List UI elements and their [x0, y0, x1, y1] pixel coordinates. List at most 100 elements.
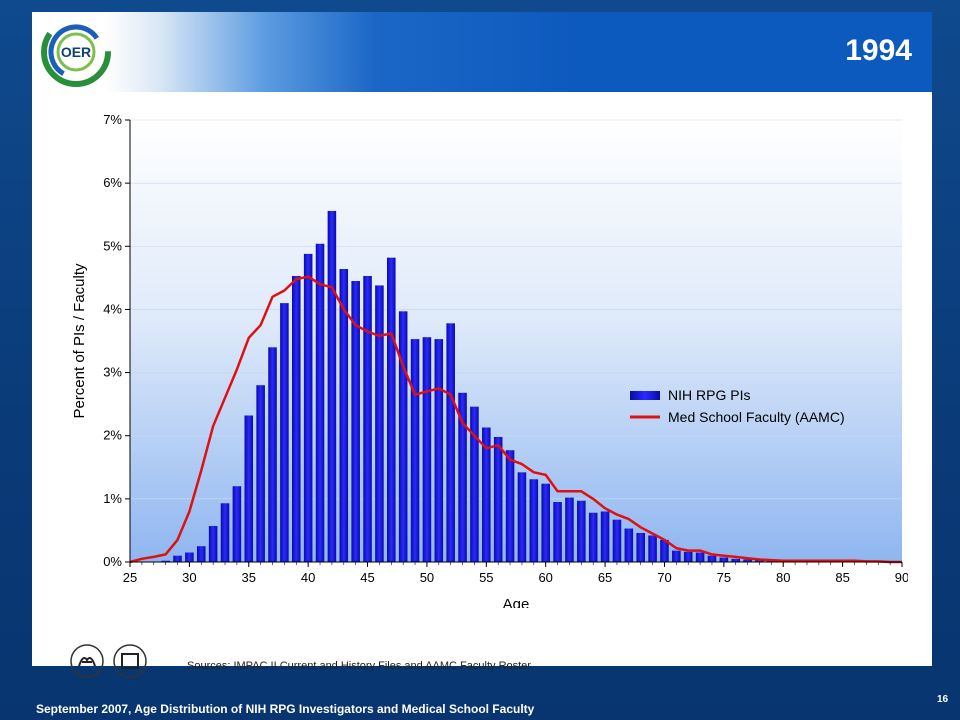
bar	[672, 550, 681, 562]
bar	[541, 483, 550, 562]
bar	[767, 560, 776, 562]
logo-text: OER	[61, 44, 91, 60]
bar	[185, 552, 194, 562]
x-tick-label: 70	[657, 570, 671, 585]
bar	[755, 560, 764, 562]
bar	[553, 502, 562, 562]
hhs-seal	[70, 644, 104, 678]
line-series	[129, 275, 902, 564]
x-tick-label: 55	[479, 570, 493, 585]
sources-footnote: Sources: IMPAC II Current and History Fi…	[187, 660, 531, 672]
bar	[220, 503, 230, 562]
x-tick-label: 85	[835, 570, 849, 585]
bar	[565, 497, 574, 562]
legend: NIH RPG PIs Med School Faculty (AAMC)	[630, 387, 845, 425]
axes	[125, 119, 903, 567]
y-tick-labels: 0% 1% 2% 3% 4% 5% 6% 7%	[103, 112, 122, 569]
bar	[351, 281, 360, 562]
bar	[577, 500, 586, 562]
bar-series	[161, 210, 812, 562]
bar	[268, 347, 277, 562]
oer-logo: OER	[41, 17, 111, 87]
y-tick-label: 6%	[103, 175, 122, 190]
x-tick-label: 30	[182, 570, 196, 585]
slide-body: OER 1994 25 30 35 40 45 50 55 60 65 70 75 80 85 90 0%…	[32, 12, 932, 678]
x-tick-label: 50	[420, 570, 434, 585]
bar	[505, 450, 515, 562]
hhs-eagle-icon	[78, 657, 96, 667]
y-tick-label: 4%	[103, 301, 122, 316]
bar	[363, 275, 372, 562]
nih-building-icon	[121, 653, 139, 669]
x-tick-label: 45	[360, 570, 374, 585]
bar	[660, 539, 669, 562]
bar	[482, 427, 491, 562]
page-number: 16	[937, 694, 949, 705]
y-axis-label: Percent of PIs / Faculty	[71, 263, 88, 419]
x-axis-label: Age	[503, 596, 530, 608]
bar	[232, 486, 242, 562]
age-distribution-chart: 25 30 35 40 45 50 55 60 65 70 75 80 85 90 0% 1% 2% 3% 4% 5…	[71, 112, 908, 608]
bar	[375, 285, 384, 562]
x-tick-label: 40	[301, 570, 315, 585]
bar	[695, 552, 705, 562]
y-tick-label: 5%	[103, 238, 122, 253]
slide-header: OER 1994	[32, 12, 932, 92]
slide-title: 1994	[845, 34, 912, 67]
bar	[303, 253, 313, 562]
bar	[208, 526, 218, 562]
legend-label-bars: NIH RPG PIs	[668, 387, 750, 403]
bar	[315, 243, 325, 562]
bar	[244, 415, 254, 562]
y-tick-label: 1%	[103, 491, 122, 506]
x-tick-label: 25	[123, 570, 137, 585]
nih-seal	[113, 644, 147, 678]
x-tick-label: 75	[717, 570, 731, 585]
series-line-aamc	[129, 275, 902, 564]
bar	[743, 559, 752, 562]
y-tick-label: 7%	[103, 112, 122, 127]
bar	[719, 557, 729, 562]
bar	[517, 472, 527, 562]
bar	[458, 392, 467, 562]
bar	[280, 303, 289, 562]
legend-label-line: Med School Faculty (AAMC)	[668, 409, 845, 425]
bar	[387, 257, 396, 562]
bar	[470, 406, 479, 562]
y-tick-label: 2%	[103, 428, 122, 443]
bar	[422, 337, 432, 562]
bar	[339, 269, 349, 562]
legend-swatch-bars	[630, 391, 660, 400]
bar	[588, 512, 598, 562]
bar	[624, 528, 634, 562]
bar	[161, 560, 170, 562]
bar	[493, 436, 503, 562]
y-tick-label: 0%	[103, 554, 122, 569]
bar	[683, 551, 693, 562]
x-tick-label: 90	[895, 570, 908, 585]
bar	[292, 275, 301, 562]
bar	[529, 479, 539, 562]
footer-caption: September 2007, Age Distribution of NIH …	[36, 702, 535, 716]
x-tick-labels: 25 30 35 40 45 50 55 60 65 70 75 80 85 90	[123, 570, 908, 585]
bar	[256, 385, 265, 562]
bar	[612, 519, 622, 562]
x-tick-label: 60	[538, 570, 552, 585]
bar	[648, 535, 657, 562]
hhs-nih-seals	[70, 644, 147, 678]
bar	[707, 555, 717, 562]
bar	[410, 339, 420, 562]
x-tick-label: 35	[242, 570, 256, 585]
bar	[173, 555, 182, 562]
x-tick-label: 80	[776, 570, 790, 585]
y-tick-label: 3%	[103, 365, 122, 380]
bar	[446, 323, 455, 562]
bar	[434, 339, 444, 562]
x-tick-label: 65	[598, 570, 612, 585]
bar	[600, 511, 610, 562]
bar	[327, 210, 337, 562]
bar	[196, 546, 206, 562]
bar	[636, 532, 645, 562]
bar	[731, 558, 740, 562]
bar	[398, 311, 408, 562]
